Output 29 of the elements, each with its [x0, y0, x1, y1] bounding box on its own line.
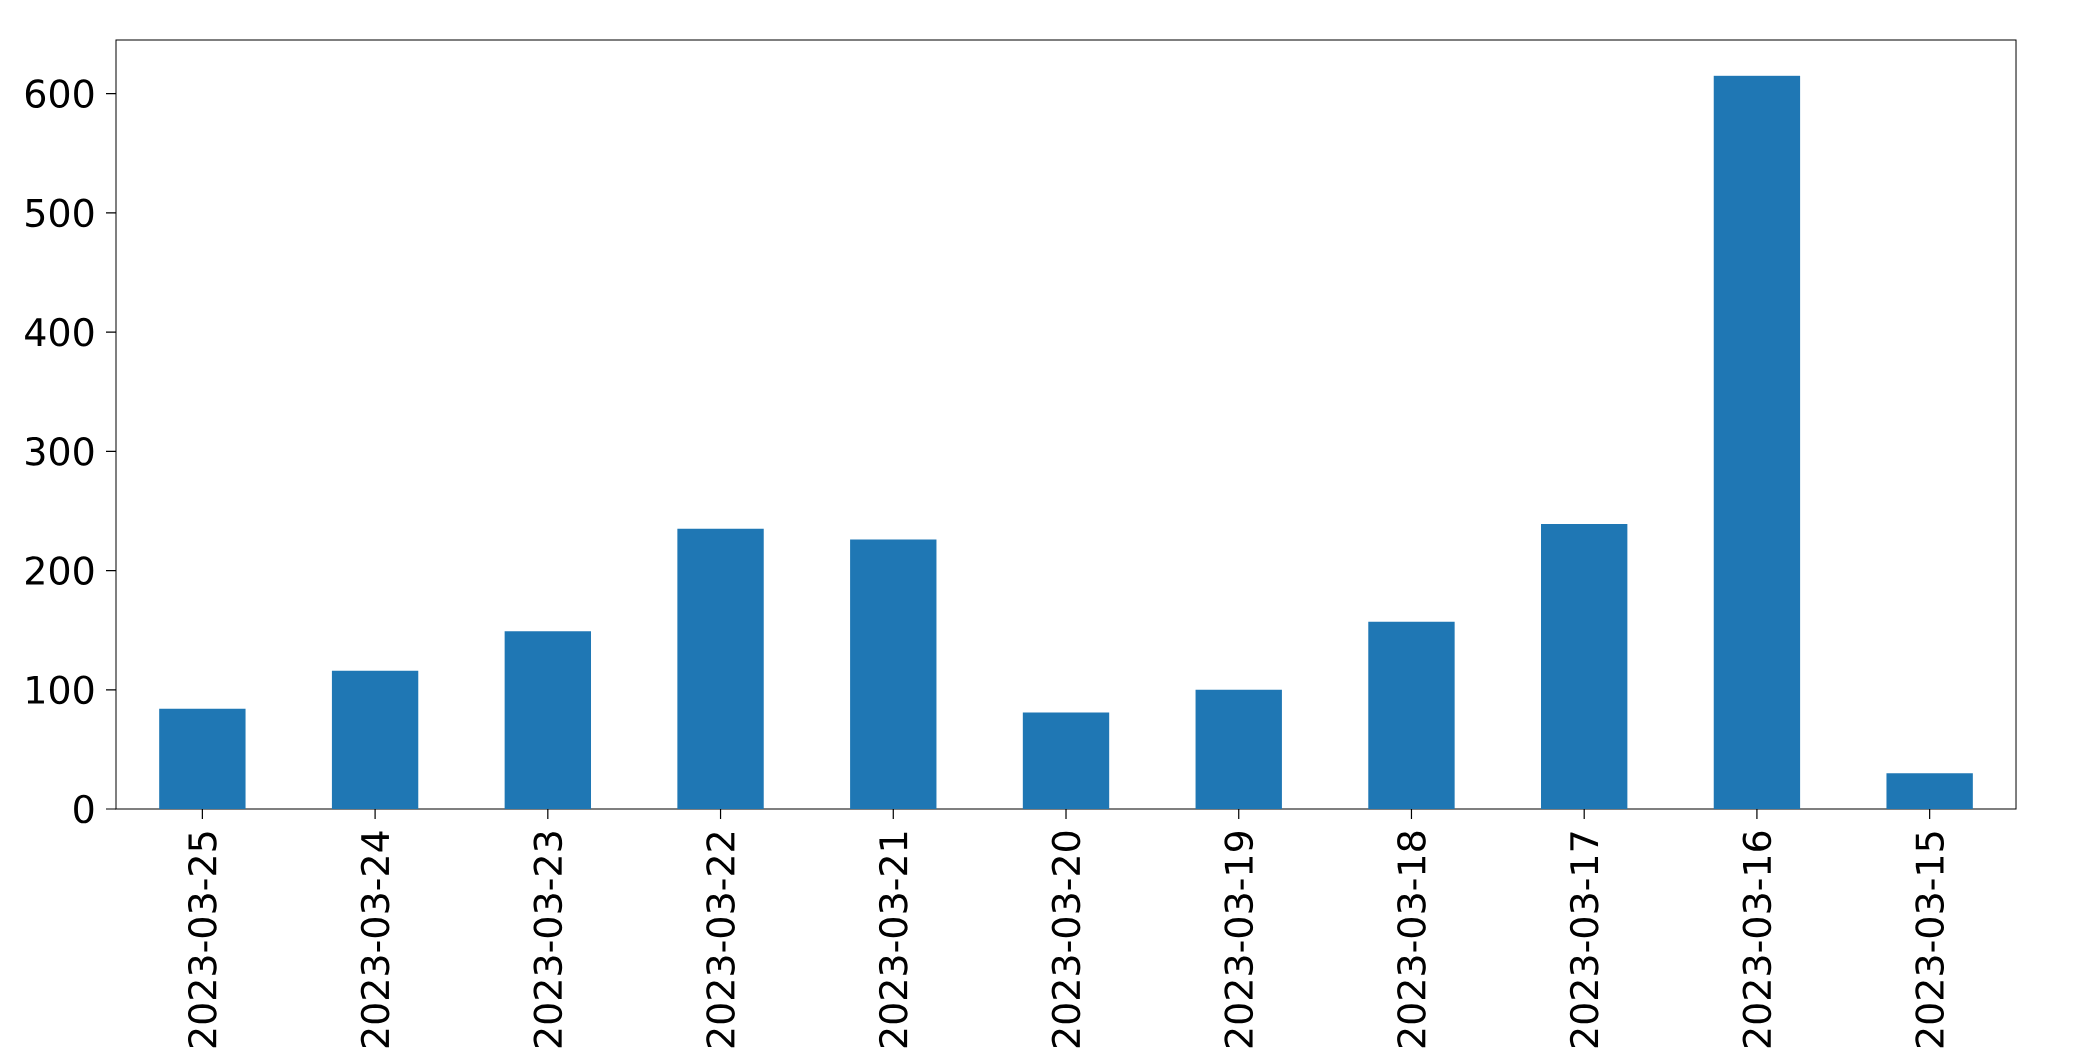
bar [1022, 712, 1110, 809]
bar [850, 539, 937, 809]
y-tick-label: 500 [26, 198, 94, 228]
bar [1368, 621, 1455, 809]
x-tick-label: 2023-03-25 [188, 832, 217, 1048]
x-tick-label: 2023-03-17 [1569, 832, 1599, 1048]
x-tick-label: 2023-03-16 [1742, 831, 1772, 1048]
y-tick-label: 400 [25, 317, 94, 347]
bar [1541, 524, 1628, 809]
bar [331, 670, 419, 809]
y-tick-label: 300 [26, 436, 94, 466]
bar [677, 528, 764, 809]
x-tick-label: 2023-03-20 [1051, 831, 1081, 1048]
x-tick-label: 2023-03-19 [1224, 831, 1254, 1048]
bar [1195, 689, 1282, 809]
y-tick-label: 200 [26, 556, 94, 585]
x-tick-label: 2023-03-22 [706, 833, 735, 1048]
y-tick-label: 100 [27, 675, 94, 705]
x-tick-label: 2023-03-23 [533, 832, 563, 1048]
bar [159, 708, 246, 809]
y-tick-label: 0 [74, 794, 94, 824]
x-tick-label: 2023-03-24 [360, 831, 390, 1048]
x-tick-label: 2023-03-18 [1397, 831, 1426, 1048]
bar [504, 631, 592, 809]
x-tick-label: 2023-03-15 [1915, 832, 1945, 1048]
bar [1886, 773, 1973, 809]
y-tick-label: 600 [25, 79, 94, 109]
bar [1713, 75, 1801, 809]
x-tick-label: 2023-03-21 [878, 832, 908, 1048]
